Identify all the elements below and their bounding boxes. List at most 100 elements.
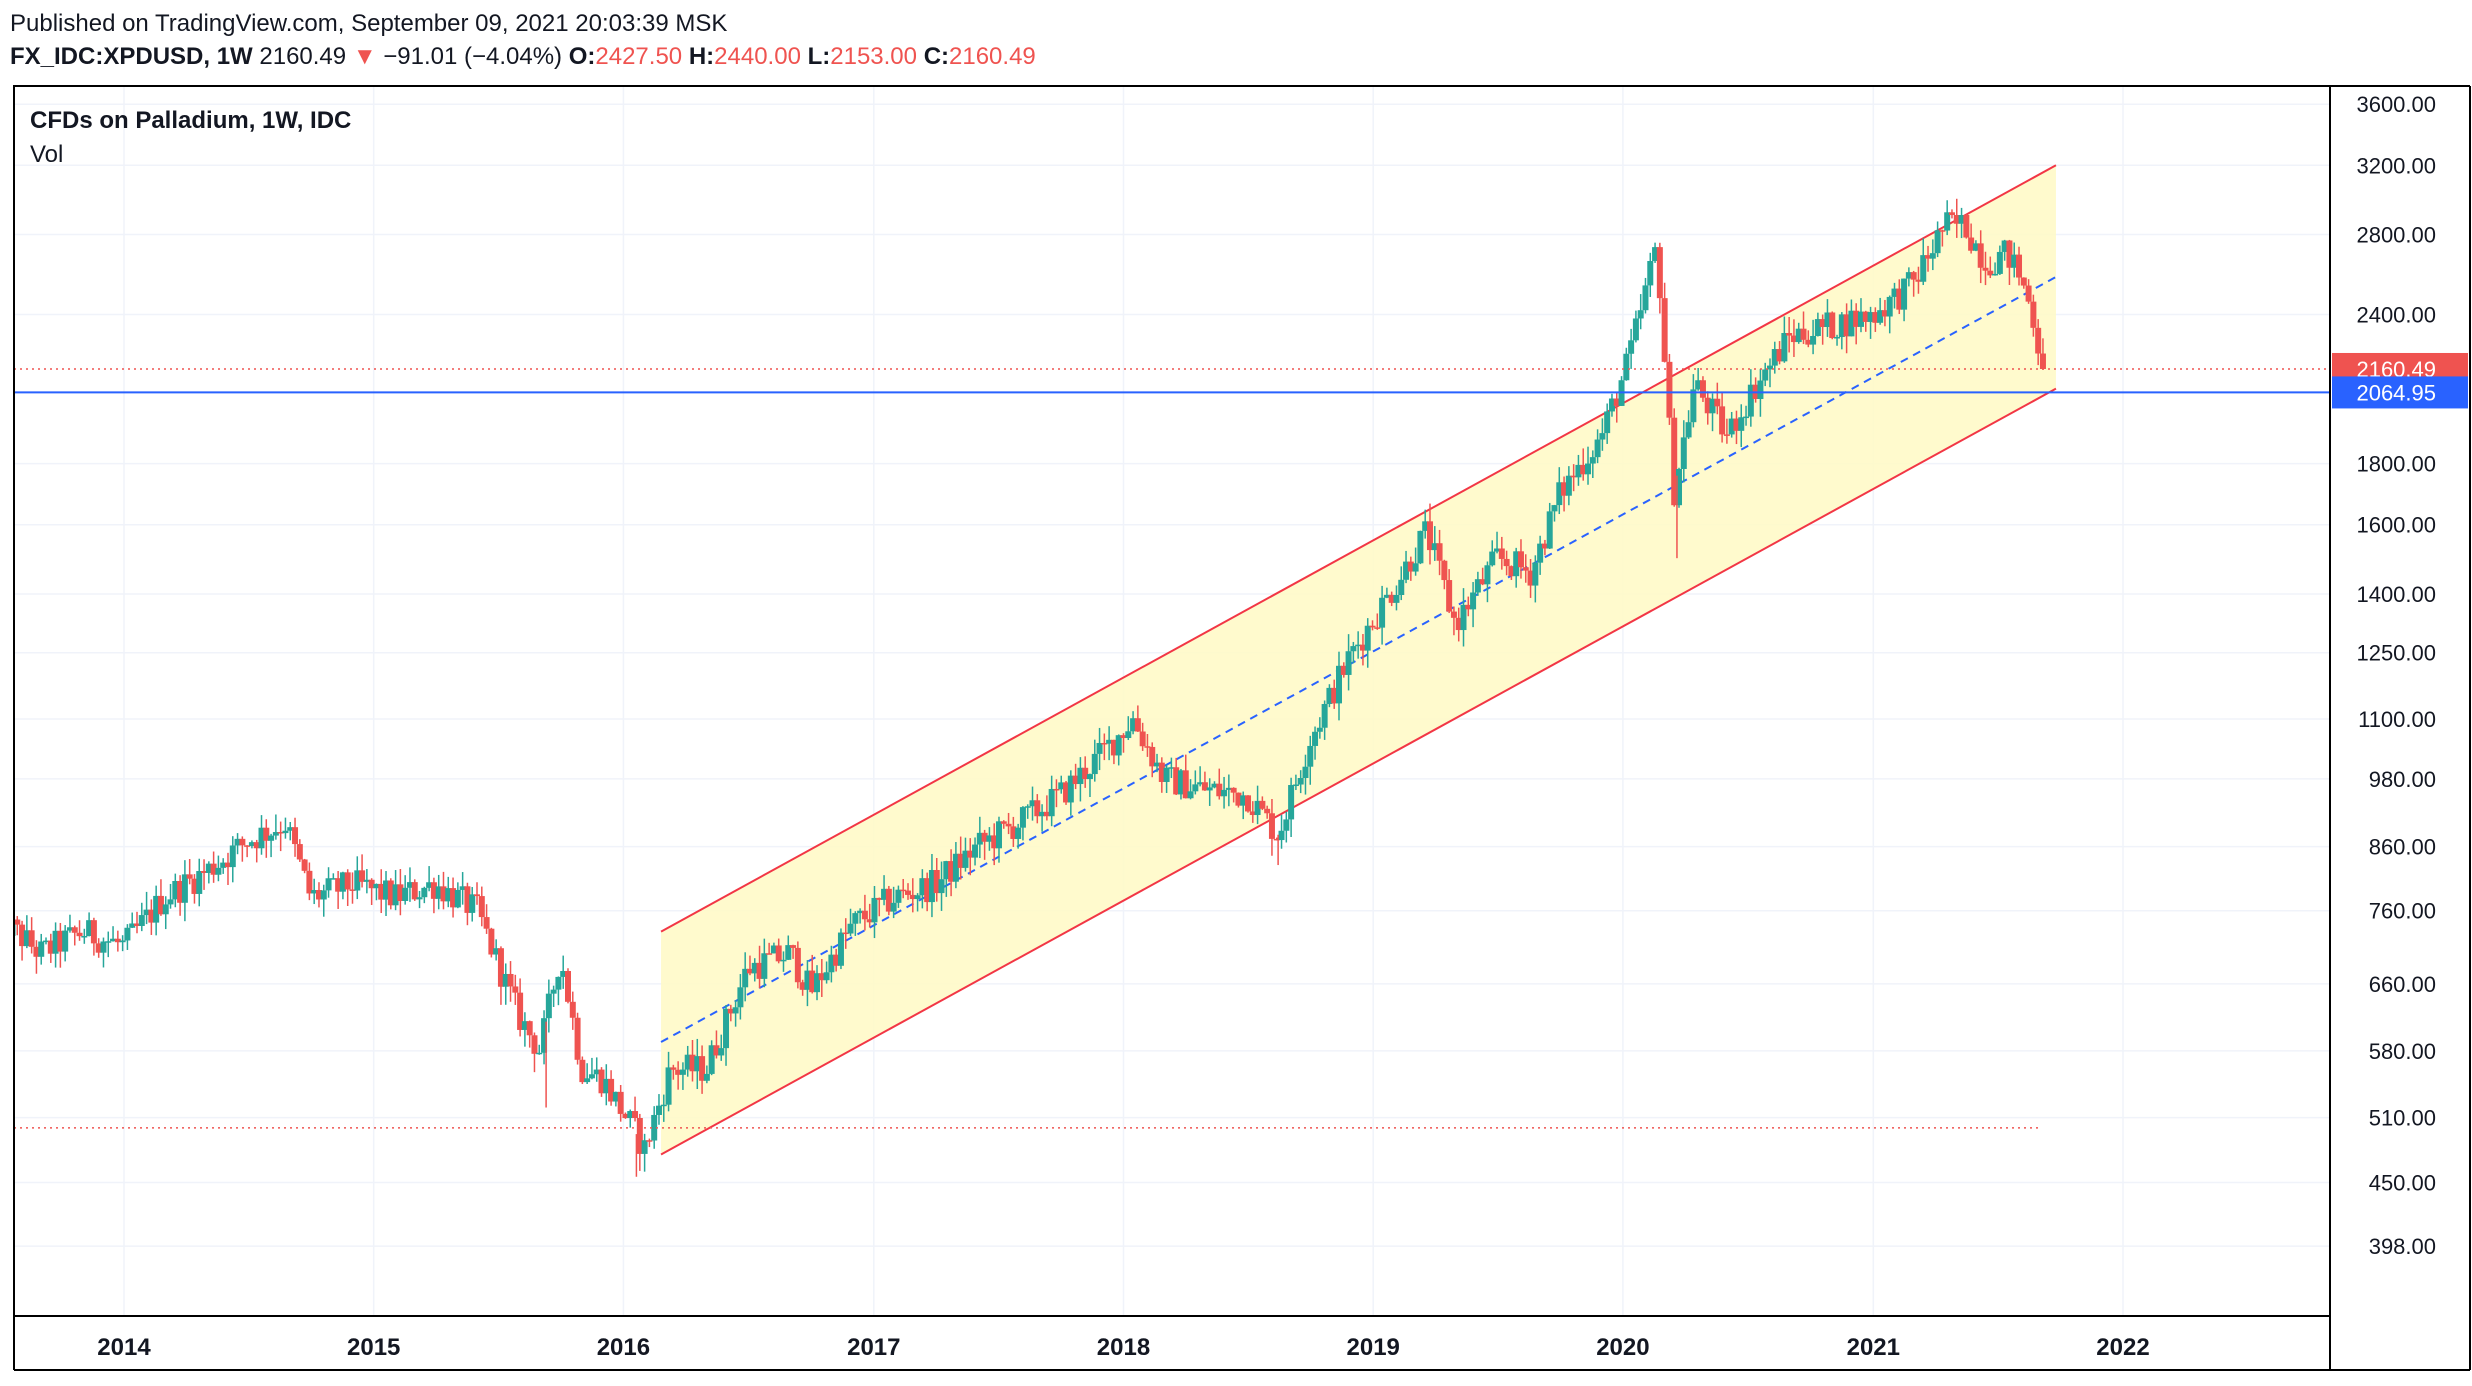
y-tick-label: 398.00	[2369, 1234, 2436, 1259]
candle-body	[110, 938, 117, 942]
candle-body	[315, 890, 322, 900]
candle-body	[627, 1111, 634, 1119]
candle-body	[521, 1021, 528, 1030]
candle-body	[1877, 310, 1884, 323]
price-change: −91.01 (−4.04%)	[383, 43, 563, 70]
candle-body	[574, 1017, 581, 1060]
candle-body	[1771, 349, 1778, 366]
price-axis[interactable]: 398.00 450.00 510.00 580.00 660.00 760.00 860.…	[2332, 92, 2468, 1259]
candle-body	[167, 899, 174, 905]
candle-body	[1570, 475, 1577, 478]
candle-body	[766, 953, 773, 955]
candle-body	[1474, 579, 1481, 593]
candle-body	[584, 1078, 591, 1083]
candle-body	[1177, 770, 1184, 795]
candle-body	[330, 878, 337, 880]
candle-body	[823, 972, 830, 981]
candle-body	[363, 879, 370, 882]
candle-body	[1527, 570, 1534, 586]
candle-body	[1647, 261, 1654, 286]
candle-body	[1082, 767, 1089, 780]
candle-body	[1345, 651, 1352, 675]
candle-body	[713, 1045, 720, 1056]
candle-body	[1446, 580, 1453, 612]
channel-upper-line[interactable]	[660, 164, 2057, 933]
candle-body	[1987, 270, 1994, 276]
candle-body	[1115, 735, 1122, 756]
channel-lower-line[interactable]	[660, 387, 2057, 1156]
candle-body	[976, 832, 983, 845]
candle-body	[962, 850, 969, 868]
candle-body	[1321, 703, 1328, 728]
candle-body	[1221, 789, 1228, 797]
candle-body	[215, 867, 222, 875]
candle-body	[1383, 594, 1390, 598]
candle-body	[421, 887, 428, 898]
candle-body	[1455, 617, 1462, 631]
candle-body	[1628, 340, 1635, 354]
y-tick-label: 3600.00	[2356, 92, 2436, 117]
candle-body	[1163, 767, 1170, 782]
candle-body	[876, 897, 883, 900]
candle-body	[1173, 767, 1180, 795]
candle-body	[1350, 646, 1357, 652]
candle-body	[689, 1054, 696, 1072]
candle-body	[1810, 335, 1817, 345]
candle-body	[1278, 830, 1285, 841]
candle-body	[1915, 279, 1922, 282]
candle-body	[86, 920, 93, 936]
candle-body	[622, 1113, 629, 1119]
candle-body	[799, 982, 806, 990]
candle-body	[1968, 237, 1975, 251]
time-axis[interactable]: 2014 2015 2016 2017 2018 2019 2020 2021 2022	[97, 1334, 2149, 1361]
candle-body	[1316, 727, 1323, 732]
candle-body	[1494, 548, 1501, 552]
candle-body	[1513, 551, 1520, 577]
candle-body	[612, 1091, 619, 1102]
candle-body	[105, 941, 112, 943]
candle-body	[1259, 800, 1266, 809]
candle-body	[780, 959, 787, 962]
candle-body	[579, 1059, 586, 1083]
candle-body	[1723, 434, 1730, 436]
candle-body	[459, 886, 466, 890]
candle-body	[1556, 482, 1563, 506]
candle-body	[1953, 214, 1960, 224]
candle-body	[1901, 278, 1908, 310]
x-tick-label: 2017	[847, 1334, 900, 1361]
high-value: 2440.00	[714, 43, 801, 70]
candle-body	[1642, 285, 1649, 311]
candle-body	[1757, 380, 1764, 399]
candle-body	[1910, 272, 1917, 280]
candle-body	[818, 973, 825, 981]
candle-body	[1292, 784, 1299, 787]
chart-title: CFDs on Palladium, 1W, IDC	[30, 107, 352, 134]
candle-body	[43, 940, 50, 943]
candle-body	[1829, 312, 1836, 339]
candle-body	[895, 889, 902, 903]
candle-body	[1355, 644, 1362, 647]
candle-body	[1063, 782, 1070, 803]
candle-body	[14, 919, 21, 925]
candle-body	[742, 968, 749, 988]
candle-body	[1225, 787, 1232, 790]
candle-body	[545, 993, 552, 1019]
candle-body	[1470, 592, 1477, 610]
candle-body	[632, 1111, 639, 1118]
candle-body	[1886, 296, 1893, 317]
candle-body	[1335, 665, 1342, 704]
candle-body	[1843, 314, 1850, 337]
candle-body	[905, 890, 912, 895]
candle-body	[1853, 310, 1860, 327]
candle-body	[1604, 411, 1611, 434]
candle-body	[651, 1114, 658, 1141]
candle-body	[469, 894, 476, 913]
candle-body	[1019, 807, 1026, 828]
candle-body	[1230, 787, 1237, 793]
candle-body	[1666, 361, 1673, 418]
candle-body	[512, 986, 519, 993]
candle-body	[890, 902, 897, 912]
x-tick-label: 2019	[1347, 1334, 1400, 1361]
candle-body	[933, 869, 940, 894]
